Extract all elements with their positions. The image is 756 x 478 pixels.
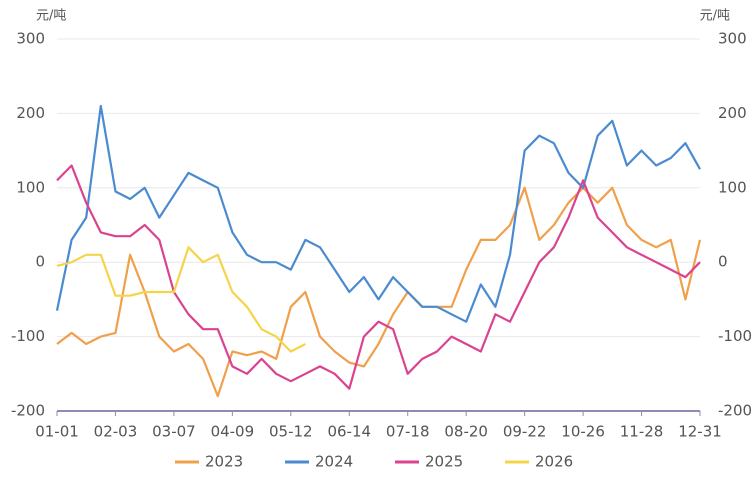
x-tick-label: 02-03: [94, 423, 138, 441]
y2-tick-label: -100: [718, 327, 752, 345]
y2-tick-label: 0: [718, 253, 728, 271]
x-tick-label: 06-14: [327, 423, 371, 441]
y-tick-label: 200: [16, 104, 45, 122]
y2-axis-label: 元/吨: [700, 9, 730, 24]
x-tick-label: 05-12: [269, 423, 313, 441]
y-tick-label: 0: [35, 253, 45, 271]
x-tick-label: 12-31: [678, 423, 722, 441]
x-tick-label: 08-20: [444, 423, 488, 441]
y2-tick-label: 200: [718, 104, 747, 122]
y-tick-label: 100: [16, 178, 45, 196]
y-tick-label: -100: [11, 327, 45, 345]
x-tick-label: 03-07: [152, 423, 196, 441]
y-tick-label: -200: [11, 402, 45, 420]
legend-label: 2023: [205, 453, 243, 471]
series-line: [56, 164, 701, 390]
x-tick-label: 11-28: [620, 423, 664, 441]
legend-label: 2024: [315, 453, 353, 471]
series-line: [55, 104, 701, 323]
y2-tick-label: -200: [718, 402, 752, 420]
x-tick-label: 01-01: [35, 423, 79, 441]
y-tick-label: 300: [16, 30, 45, 48]
x-tick-label: 07-18: [386, 423, 430, 441]
y2-tick-label: 300: [718, 30, 747, 48]
y2-tick-label: 100: [718, 178, 747, 196]
x-tick-label: 10-26: [561, 423, 605, 441]
x-tick-label: 09-22: [503, 423, 547, 441]
legend-label: 2025: [425, 453, 463, 471]
series-line: [56, 186, 702, 398]
x-tick-label: 04-09: [211, 423, 255, 441]
series-line: [56, 246, 306, 353]
legend-label: 2026: [535, 453, 573, 471]
y-axis-label: 元/吨: [36, 9, 66, 24]
